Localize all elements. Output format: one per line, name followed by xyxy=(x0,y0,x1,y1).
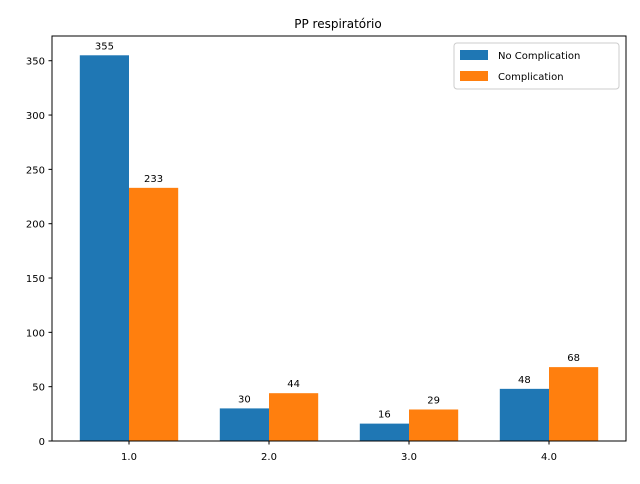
data-label: 68 xyxy=(567,353,580,364)
bar-no-complication-3.0 xyxy=(359,423,409,441)
bars-layer xyxy=(79,55,599,441)
y-tick-label: 150 xyxy=(26,274,45,285)
bar-no-complication-4.0 xyxy=(499,388,549,441)
y-tick-label: 200 xyxy=(26,220,45,231)
data-label: 48 xyxy=(518,375,531,386)
data-label: 44 xyxy=(287,379,300,390)
legend-box xyxy=(453,42,620,90)
y-tick-label: 100 xyxy=(26,328,45,339)
legend: No Complication Complication xyxy=(453,42,620,90)
y-tick-label: 350 xyxy=(26,57,45,68)
data-label: 30 xyxy=(238,394,251,405)
x-tick-label: 1.0 xyxy=(121,452,137,463)
x-tick-label: 4.0 xyxy=(541,452,557,463)
bar-complication-3.0 xyxy=(409,409,459,441)
y-tick-label: 300 xyxy=(26,111,45,122)
data-label: 16 xyxy=(378,410,391,421)
y-tick-label: 250 xyxy=(26,165,45,176)
data-label: 233 xyxy=(144,174,163,185)
axes-layer: 0 50 100 150 200 250 300 350 1.0 2.0 3.0 4.0 xyxy=(26,35,627,463)
data-label: 355 xyxy=(95,41,114,52)
x-tick-label: 3.0 xyxy=(401,452,417,463)
chart-title: PP respiratório xyxy=(294,17,382,31)
bar-complication-2.0 xyxy=(269,393,319,441)
data-label: 29 xyxy=(427,395,440,406)
y-tick-label: 0 xyxy=(39,437,45,448)
bar-no-complication-2.0 xyxy=(219,408,269,441)
y-tick-label: 50 xyxy=(32,383,45,394)
data-labels-layer: 355 30 16 48 233 44 29 68 xyxy=(95,41,580,420)
legend-label: Complication xyxy=(498,72,564,83)
legend-label: No Complication xyxy=(498,51,580,62)
x-tick-label: 2.0 xyxy=(261,452,277,463)
legend-swatch xyxy=(460,50,488,60)
bar-no-complication-1.0 xyxy=(79,55,129,441)
bar-complication-4.0 xyxy=(549,367,599,441)
axes-frame xyxy=(51,35,627,442)
bar-complication-1.0 xyxy=(129,187,179,441)
legend-swatch xyxy=(460,71,488,81)
